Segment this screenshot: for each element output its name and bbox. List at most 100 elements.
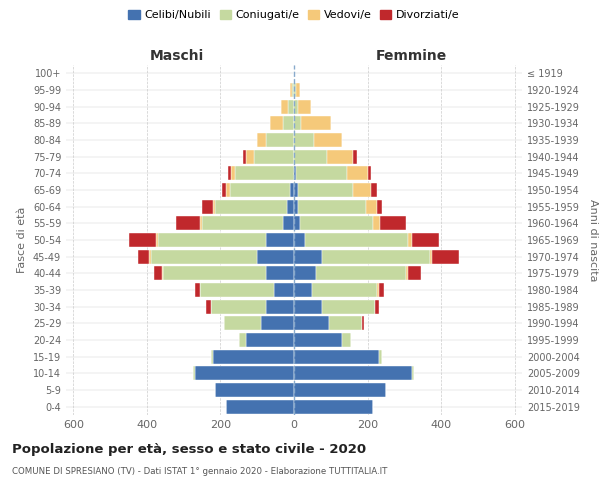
Bar [296,166,347,180]
Bar [294,116,301,130]
Bar [412,233,439,247]
Bar [347,166,368,180]
Bar [294,300,322,314]
Bar [283,216,294,230]
Bar [195,283,200,297]
Bar [200,216,202,230]
Bar [294,400,373,414]
Bar [202,216,283,230]
Bar [406,266,408,280]
Bar [206,300,211,314]
Bar [294,216,299,230]
Bar [294,250,322,264]
Bar [327,150,353,164]
Bar [230,183,290,197]
Bar [283,116,294,130]
Bar [366,200,377,214]
Bar [379,350,382,364]
Bar [232,166,235,180]
Bar [294,366,412,380]
Bar [138,250,149,264]
Bar [270,116,283,130]
Bar [211,350,213,364]
Bar [377,283,379,297]
Bar [298,183,353,197]
Bar [430,250,432,264]
Bar [313,283,377,297]
Bar [294,316,329,330]
Bar [281,100,289,114]
Bar [371,183,377,197]
Bar [380,216,406,230]
Bar [294,133,314,147]
Legend: Celibi/Nubili, Coniugati/e, Vedovi/e, Divorziati/e: Celibi/Nubili, Coniugati/e, Vedovi/e, Di… [124,6,464,25]
Bar [200,283,274,297]
Y-axis label: Anni di nascita: Anni di nascita [588,198,598,281]
Bar [222,183,226,197]
Bar [298,100,311,114]
Bar [296,83,299,97]
Bar [254,150,294,164]
Bar [342,333,351,347]
Bar [294,183,298,197]
Bar [156,233,158,247]
Bar [305,233,408,247]
Text: Popolazione per età, sesso e stato civile - 2020: Popolazione per età, sesso e stato civil… [12,442,366,456]
Bar [294,233,305,247]
Bar [299,216,373,230]
Bar [290,83,292,97]
Bar [246,150,254,164]
Bar [215,200,287,214]
Bar [226,400,294,414]
Bar [294,100,298,114]
Bar [257,133,266,147]
Bar [228,166,232,180]
Bar [154,266,161,280]
Bar [294,383,386,397]
Bar [294,283,313,297]
Bar [287,200,294,214]
Bar [215,383,294,397]
Bar [266,133,294,147]
Bar [266,233,294,247]
Bar [373,216,380,230]
Bar [322,300,375,314]
Bar [294,350,379,364]
Bar [316,266,406,280]
Bar [202,200,213,214]
Bar [375,300,379,314]
Bar [246,333,294,347]
Bar [294,200,298,214]
Bar [362,316,364,330]
Bar [290,183,294,197]
Bar [294,150,327,164]
Bar [353,183,371,197]
Bar [353,150,356,164]
Bar [301,116,331,130]
Bar [257,250,294,264]
Bar [226,183,230,197]
Bar [261,316,294,330]
Bar [322,250,430,264]
Bar [412,366,413,380]
Bar [151,250,257,264]
Bar [195,366,294,380]
Y-axis label: Fasce di età: Fasce di età [17,207,27,273]
Text: COMUNE DI SPRESIANO (TV) - Dati ISTAT 1° gennaio 2020 - Elaborazione TUTTITALIA.: COMUNE DI SPRESIANO (TV) - Dati ISTAT 1°… [12,468,388,476]
Bar [158,233,266,247]
Bar [235,166,294,180]
Bar [432,250,460,264]
Bar [211,300,266,314]
Bar [274,283,294,297]
Bar [193,366,195,380]
Bar [266,266,294,280]
Text: Maschi: Maschi [150,48,204,62]
Bar [289,100,294,114]
Bar [408,266,421,280]
Bar [213,200,215,214]
Bar [292,83,294,97]
Bar [161,266,163,280]
Bar [298,200,366,214]
Bar [379,283,384,297]
Bar [224,316,261,330]
